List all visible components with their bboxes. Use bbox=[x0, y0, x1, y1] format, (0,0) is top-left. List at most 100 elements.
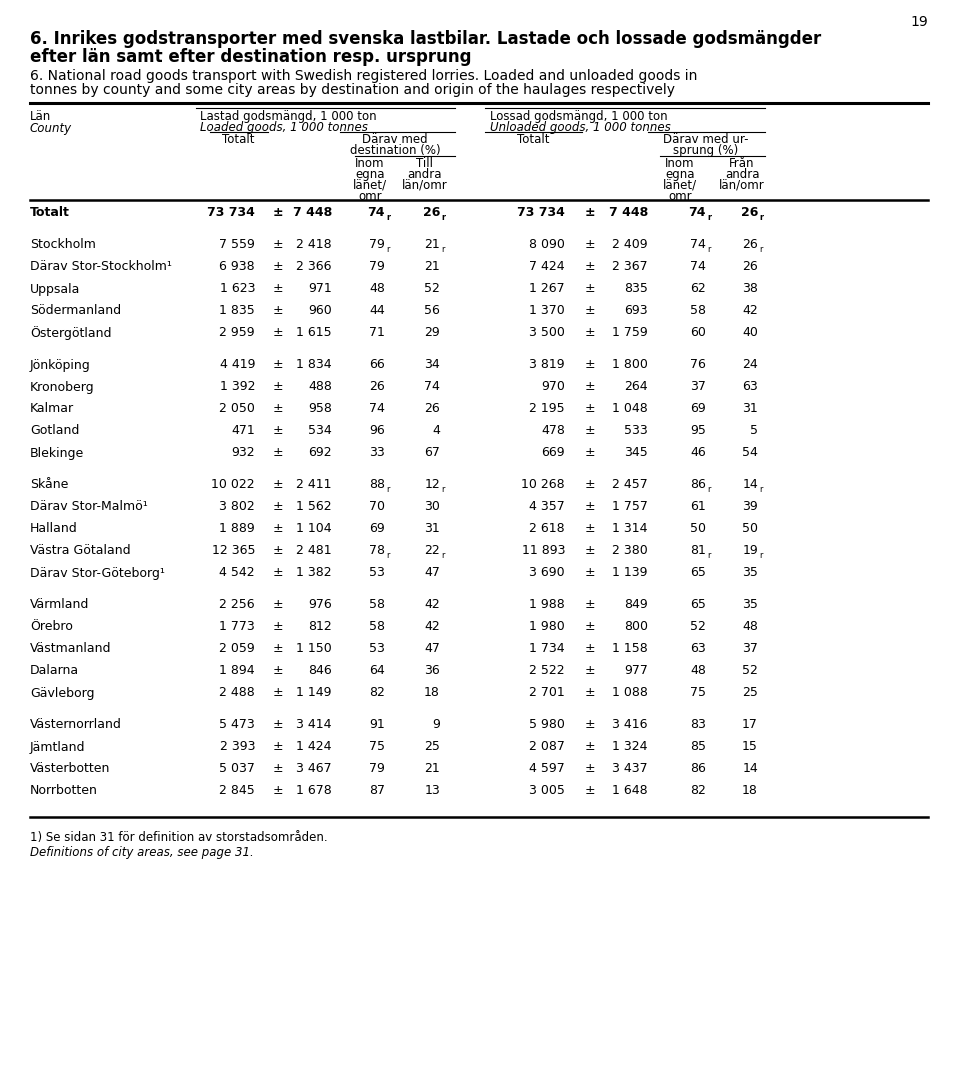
Text: ±: ± bbox=[585, 598, 595, 611]
Text: 1 889: 1 889 bbox=[219, 523, 255, 536]
Text: 36: 36 bbox=[424, 664, 440, 677]
Text: 692: 692 bbox=[308, 447, 332, 460]
Text: 79: 79 bbox=[370, 261, 385, 274]
Text: 24: 24 bbox=[742, 358, 758, 371]
Text: 81: 81 bbox=[690, 544, 706, 557]
Text: 87: 87 bbox=[369, 784, 385, 797]
Text: 78: 78 bbox=[369, 544, 385, 557]
Text: r: r bbox=[759, 485, 762, 493]
Text: 42: 42 bbox=[424, 620, 440, 633]
Text: 61: 61 bbox=[690, 501, 706, 514]
Text: 3 414: 3 414 bbox=[297, 718, 332, 731]
Text: ±: ± bbox=[585, 478, 595, 491]
Text: 42: 42 bbox=[424, 598, 440, 611]
Text: 10 268: 10 268 bbox=[521, 478, 565, 491]
Text: 4 542: 4 542 bbox=[220, 567, 255, 580]
Text: 2 380: 2 380 bbox=[612, 544, 648, 557]
Text: 1 370: 1 370 bbox=[529, 304, 565, 317]
Text: 74: 74 bbox=[368, 207, 385, 220]
Text: 2 195: 2 195 bbox=[529, 403, 565, 415]
Text: ±: ± bbox=[585, 664, 595, 677]
Text: 3 802: 3 802 bbox=[219, 501, 255, 514]
Text: 69: 69 bbox=[690, 403, 706, 415]
Text: Därav Stor-Stockholm¹: Därav Stor-Stockholm¹ bbox=[30, 261, 172, 274]
Text: 1) Se sidan 31 för definition av storstadsområden.: 1) Se sidan 31 för definition av storsta… bbox=[30, 831, 327, 844]
Text: r: r bbox=[441, 212, 445, 222]
Text: ±: ± bbox=[585, 358, 595, 371]
Text: 534: 534 bbox=[308, 424, 332, 437]
Text: 26: 26 bbox=[422, 207, 440, 220]
Text: ±: ± bbox=[273, 664, 283, 677]
Text: 74: 74 bbox=[690, 238, 706, 251]
Text: r: r bbox=[386, 245, 390, 253]
Text: 1 734: 1 734 bbox=[529, 643, 565, 656]
Text: 10 022: 10 022 bbox=[211, 478, 255, 491]
Text: r: r bbox=[441, 485, 444, 493]
Text: andra: andra bbox=[725, 168, 759, 181]
Text: Inom: Inom bbox=[665, 157, 695, 170]
Text: ±: ± bbox=[273, 643, 283, 656]
Text: 2 959: 2 959 bbox=[220, 327, 255, 340]
Text: 58: 58 bbox=[369, 598, 385, 611]
Text: ±: ± bbox=[273, 598, 283, 611]
Text: 69: 69 bbox=[370, 523, 385, 536]
Text: 74: 74 bbox=[370, 403, 385, 415]
Text: ±: ± bbox=[585, 686, 595, 699]
Text: 1 104: 1 104 bbox=[297, 523, 332, 536]
Text: Värmland: Värmland bbox=[30, 598, 89, 611]
Text: r: r bbox=[386, 551, 390, 559]
Text: 971: 971 bbox=[308, 282, 332, 295]
Text: Norrbotten: Norrbotten bbox=[30, 784, 98, 797]
Text: ±: ± bbox=[273, 620, 283, 633]
Text: 18: 18 bbox=[742, 784, 758, 797]
Text: Östergötland: Östergötland bbox=[30, 326, 111, 340]
Text: Inom: Inom bbox=[355, 157, 385, 170]
Text: 1 988: 1 988 bbox=[529, 598, 565, 611]
Text: 48: 48 bbox=[370, 282, 385, 295]
Text: ±: ± bbox=[273, 424, 283, 437]
Text: 478: 478 bbox=[541, 424, 565, 437]
Text: 977: 977 bbox=[624, 664, 648, 677]
Text: ±: ± bbox=[585, 424, 595, 437]
Text: 2 522: 2 522 bbox=[529, 664, 565, 677]
Text: ±: ± bbox=[273, 763, 283, 776]
Text: 42: 42 bbox=[742, 304, 758, 317]
Text: 75: 75 bbox=[369, 740, 385, 753]
Text: ±: ± bbox=[273, 381, 283, 394]
Text: 48: 48 bbox=[690, 664, 706, 677]
Text: 1 834: 1 834 bbox=[297, 358, 332, 371]
Text: ±: ± bbox=[585, 643, 595, 656]
Text: Jämtland: Jämtland bbox=[30, 740, 85, 753]
Text: ±: ± bbox=[585, 207, 595, 220]
Text: r: r bbox=[707, 245, 710, 253]
Text: 66: 66 bbox=[370, 358, 385, 371]
Text: ±: ± bbox=[585, 403, 595, 415]
Text: Därav Stor-Göteborg¹: Därav Stor-Göteborg¹ bbox=[30, 567, 165, 580]
Text: 53: 53 bbox=[370, 643, 385, 656]
Text: 2 087: 2 087 bbox=[529, 740, 565, 753]
Text: 83: 83 bbox=[690, 718, 706, 731]
Text: länet/: länet/ bbox=[663, 179, 697, 192]
Text: 6. Inrikes godstransporter med svenska lastbilar. Lastade och lossade godsmängde: 6. Inrikes godstransporter med svenska l… bbox=[30, 30, 821, 48]
Text: 63: 63 bbox=[742, 381, 758, 394]
Text: Län: Län bbox=[30, 110, 51, 123]
Text: 82: 82 bbox=[370, 686, 385, 699]
Text: 5: 5 bbox=[750, 424, 758, 437]
Text: 5 473: 5 473 bbox=[219, 718, 255, 731]
Text: ±: ± bbox=[585, 620, 595, 633]
Text: tonnes by county and some city areas by destination and origin of the haulages r: tonnes by county and some city areas by … bbox=[30, 83, 675, 97]
Text: 76: 76 bbox=[690, 358, 706, 371]
Text: 1 048: 1 048 bbox=[612, 403, 648, 415]
Text: 31: 31 bbox=[424, 523, 440, 536]
Text: 22: 22 bbox=[424, 544, 440, 557]
Text: 471: 471 bbox=[231, 424, 255, 437]
Text: länet/: länet/ bbox=[353, 179, 387, 192]
Text: ±: ± bbox=[585, 261, 595, 274]
Text: 1 562: 1 562 bbox=[297, 501, 332, 514]
Text: Kronoberg: Kronoberg bbox=[30, 381, 95, 394]
Text: 1 894: 1 894 bbox=[220, 664, 255, 677]
Text: 7 448: 7 448 bbox=[609, 207, 648, 220]
Text: 2 059: 2 059 bbox=[219, 643, 255, 656]
Text: ±: ± bbox=[273, 718, 283, 731]
Text: 1 615: 1 615 bbox=[297, 327, 332, 340]
